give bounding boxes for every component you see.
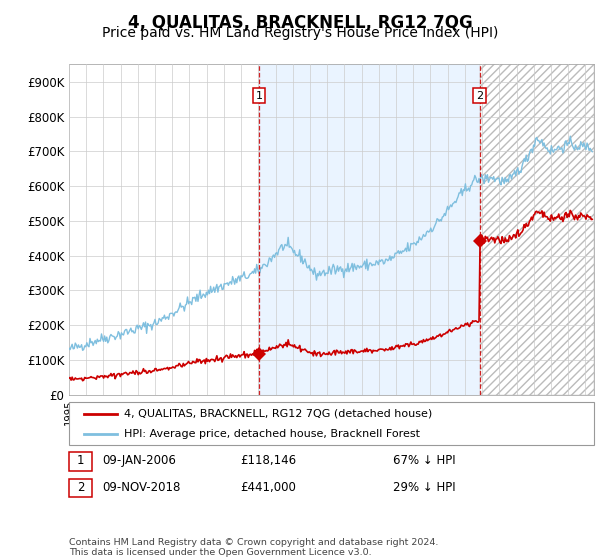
Bar (480, 64, 594, 395)
Text: 2: 2 (476, 91, 483, 101)
Text: 29% ↓ HPI: 29% ↓ HPI (393, 480, 455, 494)
Text: Contains HM Land Registry data © Crown copyright and database right 2024.
This d: Contains HM Land Registry data © Crown c… (69, 538, 439, 557)
Text: 1: 1 (77, 454, 84, 468)
Text: 1: 1 (256, 91, 262, 101)
Text: 4, QUALITAS, BRACKNELL, RG12 7QG: 4, QUALITAS, BRACKNELL, RG12 7QG (128, 14, 472, 32)
Text: 4, QUALITAS, BRACKNELL, RG12 7QG (detached house): 4, QUALITAS, BRACKNELL, RG12 7QG (detach… (124, 409, 433, 419)
Bar (259, 64, 480, 395)
Text: £441,000: £441,000 (240, 480, 296, 494)
Bar (480, 64, 594, 395)
Text: £118,146: £118,146 (240, 454, 296, 468)
Text: HPI: Average price, detached house, Bracknell Forest: HPI: Average price, detached house, Brac… (124, 429, 420, 439)
Text: Price paid vs. HM Land Registry's House Price Index (HPI): Price paid vs. HM Land Registry's House … (102, 26, 498, 40)
Text: 67% ↓ HPI: 67% ↓ HPI (393, 454, 455, 468)
Text: 09-JAN-2006: 09-JAN-2006 (102, 454, 176, 468)
Text: 2: 2 (77, 480, 84, 494)
Text: 09-NOV-2018: 09-NOV-2018 (102, 480, 181, 494)
